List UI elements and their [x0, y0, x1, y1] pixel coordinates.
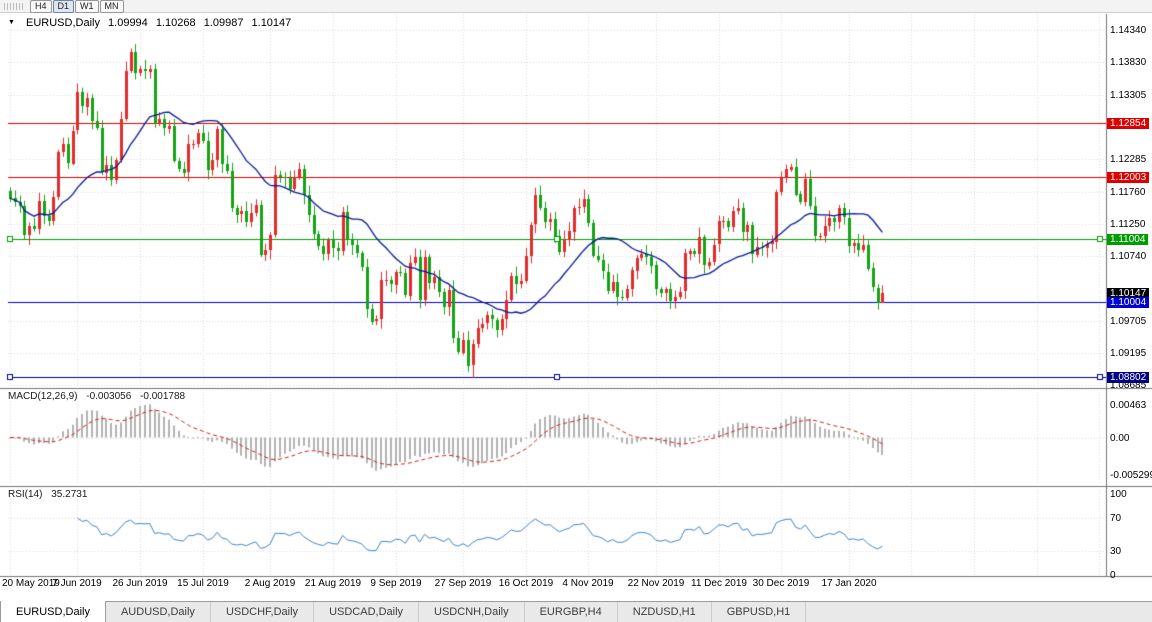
- price-axis-label: 1.13305: [1110, 90, 1147, 101]
- price-axis-label: 1.09705: [1110, 316, 1147, 327]
- rsi-axis-label: 70: [1110, 513, 1122, 524]
- chart-title: ▼ EURUSD,Daily 1.09994 1.10268 1.09987 1…: [8, 17, 291, 29]
- tab-eurusd-daily[interactable]: EURUSD,Daily: [0, 601, 106, 622]
- rsi-axis-label: 100: [1110, 489, 1127, 500]
- macd-axis-label: 0.00463: [1110, 400, 1147, 411]
- price-axis-flag-1-08802: 1.08802: [1107, 372, 1150, 383]
- chart-menu-icon[interactable]: ▼: [8, 19, 15, 26]
- price-axis-label: 1.11760: [1110, 187, 1146, 198]
- date-axis-label: 17 Jan 2020: [821, 578, 877, 589]
- date-axis-label: 11 Dec 2019: [691, 578, 747, 589]
- chart-symbol-label: EURUSD,Daily: [26, 17, 100, 29]
- macd-main-value: -0.003056: [86, 391, 132, 402]
- macd-indicator-label: MACD(12,26,9) -0.003056 -0.001788: [8, 391, 185, 402]
- timeframe-toolbar: H4 D1 W1 MN: [0, 0, 1152, 13]
- timeframe-buttons: H4 D1 W1 MN: [30, 0, 125, 13]
- price-axis-flag-1-12003: 1.12003: [1107, 172, 1150, 183]
- price-axis-flag-1-11004: 1.11004: [1107, 234, 1149, 245]
- tab-usdcad-daily[interactable]: USDCAD,Daily: [314, 602, 420, 622]
- date-axis-label: 22 Nov 2019: [627, 578, 685, 589]
- ohlc-open-value: 1.09994: [108, 17, 148, 29]
- tab-eurgbp-h4[interactable]: EURGBP,H4: [525, 602, 618, 622]
- tab-nzdusd-h1[interactable]: NZDUSD,H1: [618, 602, 712, 622]
- macd-axis-label: 0.00: [1110, 433, 1130, 444]
- tab-usdcnh-daily[interactable]: USDCNH,Daily: [419, 602, 525, 622]
- macd-signal-value: -0.001788: [140, 391, 186, 402]
- timeframe-button-mn[interactable]: MN: [99, 0, 124, 13]
- date-axis-label: 27 Sep 2019: [434, 578, 492, 589]
- price-axis-label: 1.11250: [1110, 219, 1146, 230]
- rsi-indicator-label: RSI(14) 35.2731: [8, 489, 87, 500]
- price-axis-flag-1-12854: 1.12854: [1107, 118, 1150, 129]
- rsi-axis-label: 0: [1110, 570, 1116, 581]
- price-axis-label: 1.10740: [1110, 251, 1147, 262]
- date-axis-label: 9 Sep 2019: [370, 578, 422, 589]
- date-axis-label: 2 Aug 2019: [244, 578, 296, 589]
- macd-axis-label: -0.005299: [1110, 470, 1152, 481]
- price-axis-label: 1.14340: [1110, 25, 1147, 36]
- date-axis-label: 7 Jun 2019: [52, 578, 102, 589]
- price-axis-label: 1.09195: [1110, 348, 1147, 359]
- macd-name: MACD(12,26,9): [8, 391, 78, 402]
- timeframe-button-d1[interactable]: D1: [52, 0, 75, 13]
- date-axis-label: 21 Aug 2019: [304, 578, 362, 589]
- timeframe-button-w1[interactable]: W1: [75, 0, 99, 13]
- date-axis-label: 20 May 2019: [2, 578, 60, 589]
- price-axis-label: 1.12285: [1110, 154, 1147, 165]
- date-axis-label: 26 Jun 2019: [112, 578, 168, 589]
- ohlc-close-value: 1.10147: [251, 17, 292, 29]
- rsi-name: RSI(14): [8, 489, 43, 500]
- date-axis-label: 30 Dec 2019: [752, 578, 810, 589]
- price-axis-flag-1-10004: 1.10004: [1107, 297, 1150, 308]
- rsi-value: 35.2731: [51, 489, 88, 500]
- rsi-axis-label: 30: [1110, 546, 1122, 557]
- price-axis-flag-1-10147: 1.10147: [1107, 288, 1150, 299]
- tab-usdchf-daily[interactable]: USDCHF,Daily: [211, 602, 315, 622]
- toolbar-grip-icon[interactable]: [4, 2, 24, 10]
- tab-audusd-daily[interactable]: AUDUSD,Daily: [106, 602, 211, 622]
- ohlc-low-value: 1.09987: [203, 17, 244, 29]
- chart-tab-bar: EURUSD,Daily AUDUSD,Daily USDCHF,Daily USDC…: [0, 601, 1152, 622]
- date-axis-label: 15 Jul 2019: [177, 578, 229, 589]
- ohlc-high-value: 1.10268: [155, 17, 196, 29]
- price-axis-label: 1.08685: [1110, 380, 1147, 391]
- timeframe-button-h4[interactable]: H4: [30, 0, 52, 13]
- date-axis-label: 4 Nov 2019: [562, 578, 614, 589]
- price-axis-label: 1.13830: [1110, 57, 1147, 68]
- tab-gbpusd-h1[interactable]: GBPUSD,H1: [712, 602, 807, 622]
- date-axis-label: 16 Oct 2019: [498, 578, 554, 589]
